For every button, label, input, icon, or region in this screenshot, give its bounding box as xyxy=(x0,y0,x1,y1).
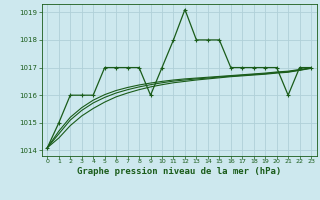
X-axis label: Graphe pression niveau de la mer (hPa): Graphe pression niveau de la mer (hPa) xyxy=(77,167,281,176)
